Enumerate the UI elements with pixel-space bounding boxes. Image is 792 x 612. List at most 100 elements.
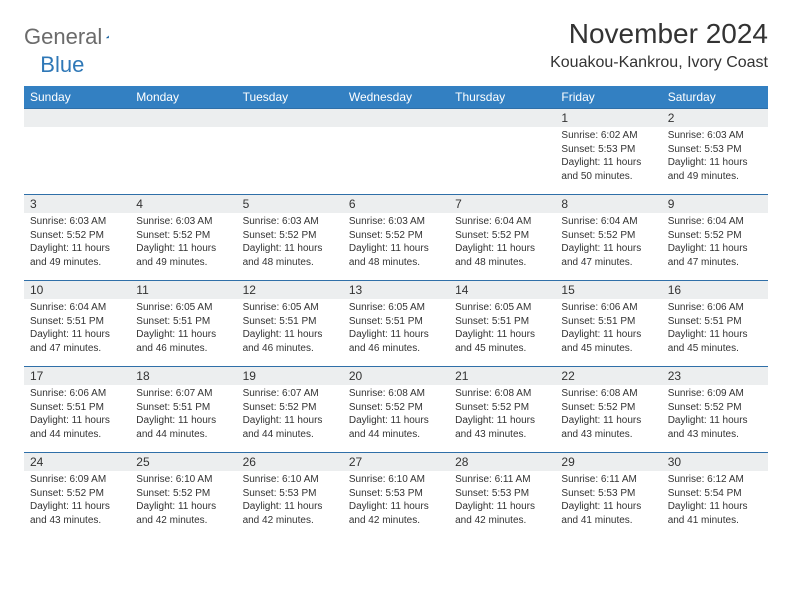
day-header: Saturday [662, 86, 768, 109]
day-details: Sunrise: 6:06 AMSunset: 5:51 PMDaylight:… [24, 385, 130, 445]
calendar-header-row: SundayMondayTuesdayWednesdayThursdayFrid… [24, 86, 768, 109]
calendar-cell: 29Sunrise: 6:11 AMSunset: 5:53 PMDayligh… [555, 453, 661, 539]
calendar-cell: 8Sunrise: 6:04 AMSunset: 5:52 PMDaylight… [555, 195, 661, 281]
day-details: Sunrise: 6:06 AMSunset: 5:51 PMDaylight:… [662, 299, 768, 359]
calendar-cell: 5Sunrise: 6:03 AMSunset: 5:52 PMDaylight… [237, 195, 343, 281]
calendar-cell: 12Sunrise: 6:05 AMSunset: 5:51 PMDayligh… [237, 281, 343, 367]
day-details: Sunrise: 6:05 AMSunset: 5:51 PMDaylight:… [449, 299, 555, 359]
calendar-row: 10Sunrise: 6:04 AMSunset: 5:51 PMDayligh… [24, 281, 768, 367]
calendar-cell: 14Sunrise: 6:05 AMSunset: 5:51 PMDayligh… [449, 281, 555, 367]
location: Kouakou-Kankrou, Ivory Coast [550, 54, 768, 72]
day-details: Sunrise: 6:02 AMSunset: 5:53 PMDaylight:… [555, 127, 661, 187]
calendar-cell: 15Sunrise: 6:06 AMSunset: 5:51 PMDayligh… [555, 281, 661, 367]
calendar-cell [237, 109, 343, 195]
day-details: Sunrise: 6:08 AMSunset: 5:52 PMDaylight:… [449, 385, 555, 445]
day-details: Sunrise: 6:07 AMSunset: 5:52 PMDaylight:… [237, 385, 343, 445]
day-number: 27 [343, 453, 449, 471]
calendar-cell: 7Sunrise: 6:04 AMSunset: 5:52 PMDaylight… [449, 195, 555, 281]
day-number: 8 [555, 195, 661, 213]
calendar-cell: 23Sunrise: 6:09 AMSunset: 5:52 PMDayligh… [662, 367, 768, 453]
empty-day-bar [24, 109, 130, 127]
day-details: Sunrise: 6:03 AMSunset: 5:53 PMDaylight:… [662, 127, 768, 187]
day-header: Monday [130, 86, 236, 109]
calendar-cell: 26Sunrise: 6:10 AMSunset: 5:53 PMDayligh… [237, 453, 343, 539]
day-number: 6 [343, 195, 449, 213]
day-header: Sunday [24, 86, 130, 109]
day-number: 11 [130, 281, 236, 299]
logo-sail-icon [106, 28, 109, 46]
day-number: 9 [662, 195, 768, 213]
empty-day-bar [130, 109, 236, 127]
day-header: Tuesday [237, 86, 343, 109]
calendar-cell: 16Sunrise: 6:06 AMSunset: 5:51 PMDayligh… [662, 281, 768, 367]
logo: General [24, 24, 126, 50]
day-details: Sunrise: 6:11 AMSunset: 5:53 PMDaylight:… [555, 471, 661, 531]
day-number: 15 [555, 281, 661, 299]
calendar-row: 1Sunrise: 6:02 AMSunset: 5:53 PMDaylight… [24, 109, 768, 195]
day-header: Friday [555, 86, 661, 109]
day-number: 23 [662, 367, 768, 385]
day-details: Sunrise: 6:07 AMSunset: 5:51 PMDaylight:… [130, 385, 236, 445]
day-number: 26 [237, 453, 343, 471]
day-details: Sunrise: 6:09 AMSunset: 5:52 PMDaylight:… [24, 471, 130, 531]
calendar-cell: 3Sunrise: 6:03 AMSunset: 5:52 PMDaylight… [24, 195, 130, 281]
day-number: 30 [662, 453, 768, 471]
day-details: Sunrise: 6:06 AMSunset: 5:51 PMDaylight:… [555, 299, 661, 359]
day-number: 16 [662, 281, 768, 299]
empty-day-bar [343, 109, 449, 127]
calendar-cell [130, 109, 236, 195]
day-number: 19 [237, 367, 343, 385]
day-header: Thursday [449, 86, 555, 109]
day-number: 10 [24, 281, 130, 299]
calendar-cell: 25Sunrise: 6:10 AMSunset: 5:52 PMDayligh… [130, 453, 236, 539]
logo-word-2: Blue [40, 52, 84, 78]
day-details: Sunrise: 6:05 AMSunset: 5:51 PMDaylight:… [237, 299, 343, 359]
calendar-cell [343, 109, 449, 195]
calendar-row: 3Sunrise: 6:03 AMSunset: 5:52 PMDaylight… [24, 195, 768, 281]
calendar-cell: 13Sunrise: 6:05 AMSunset: 5:51 PMDayligh… [343, 281, 449, 367]
calendar-cell: 30Sunrise: 6:12 AMSunset: 5:54 PMDayligh… [662, 453, 768, 539]
calendar-cell: 27Sunrise: 6:10 AMSunset: 5:53 PMDayligh… [343, 453, 449, 539]
day-details: Sunrise: 6:08 AMSunset: 5:52 PMDaylight:… [555, 385, 661, 445]
calendar-cell: 21Sunrise: 6:08 AMSunset: 5:52 PMDayligh… [449, 367, 555, 453]
day-number: 5 [237, 195, 343, 213]
calendar-row: 17Sunrise: 6:06 AMSunset: 5:51 PMDayligh… [24, 367, 768, 453]
day-details: Sunrise: 6:03 AMSunset: 5:52 PMDaylight:… [130, 213, 236, 273]
day-number: 14 [449, 281, 555, 299]
calendar-cell: 6Sunrise: 6:03 AMSunset: 5:52 PMDaylight… [343, 195, 449, 281]
day-number: 24 [24, 453, 130, 471]
day-number: 7 [449, 195, 555, 213]
day-number: 20 [343, 367, 449, 385]
day-details: Sunrise: 6:12 AMSunset: 5:54 PMDaylight:… [662, 471, 768, 531]
empty-day-bar [237, 109, 343, 127]
calendar-cell: 19Sunrise: 6:07 AMSunset: 5:52 PMDayligh… [237, 367, 343, 453]
calendar-cell [449, 109, 555, 195]
calendar-cell: 18Sunrise: 6:07 AMSunset: 5:51 PMDayligh… [130, 367, 236, 453]
logo-word-1: General [24, 24, 102, 50]
day-details: Sunrise: 6:04 AMSunset: 5:52 PMDaylight:… [555, 213, 661, 273]
day-number: 12 [237, 281, 343, 299]
calendar-cell: 17Sunrise: 6:06 AMSunset: 5:51 PMDayligh… [24, 367, 130, 453]
day-number: 13 [343, 281, 449, 299]
calendar-cell: 22Sunrise: 6:08 AMSunset: 5:52 PMDayligh… [555, 367, 661, 453]
day-details: Sunrise: 6:10 AMSunset: 5:52 PMDaylight:… [130, 471, 236, 531]
calendar-cell: 10Sunrise: 6:04 AMSunset: 5:51 PMDayligh… [24, 281, 130, 367]
day-details: Sunrise: 6:04 AMSunset: 5:51 PMDaylight:… [24, 299, 130, 359]
day-number: 1 [555, 109, 661, 127]
calendar-table: SundayMondayTuesdayWednesdayThursdayFrid… [24, 86, 768, 539]
calendar-cell: 2Sunrise: 6:03 AMSunset: 5:53 PMDaylight… [662, 109, 768, 195]
day-details: Sunrise: 6:10 AMSunset: 5:53 PMDaylight:… [237, 471, 343, 531]
day-number: 29 [555, 453, 661, 471]
calendar-cell [24, 109, 130, 195]
day-number: 4 [130, 195, 236, 213]
calendar-cell: 1Sunrise: 6:02 AMSunset: 5:53 PMDaylight… [555, 109, 661, 195]
day-details: Sunrise: 6:10 AMSunset: 5:53 PMDaylight:… [343, 471, 449, 531]
day-details: Sunrise: 6:08 AMSunset: 5:52 PMDaylight:… [343, 385, 449, 445]
calendar-cell: 24Sunrise: 6:09 AMSunset: 5:52 PMDayligh… [24, 453, 130, 539]
day-number: 2 [662, 109, 768, 127]
title-block: November 2024 Kouakou-Kankrou, Ivory Coa… [550, 18, 768, 72]
calendar-cell: 28Sunrise: 6:11 AMSunset: 5:53 PMDayligh… [449, 453, 555, 539]
calendar-row: 24Sunrise: 6:09 AMSunset: 5:52 PMDayligh… [24, 453, 768, 539]
day-number: 22 [555, 367, 661, 385]
day-number: 28 [449, 453, 555, 471]
